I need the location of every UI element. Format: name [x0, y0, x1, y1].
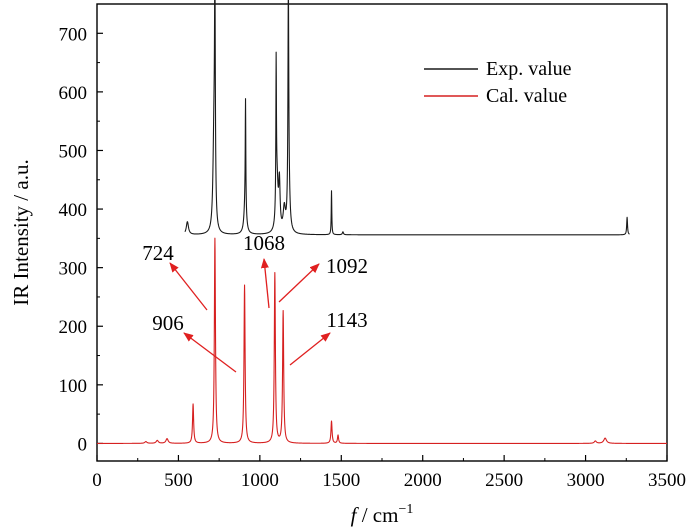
legend-label: Exp. value	[486, 58, 572, 80]
y-tick-label: 200	[59, 317, 88, 338]
annotation-arrow	[260, 258, 270, 309]
y-tick-label: 400	[59, 200, 88, 221]
x-tick-label: 2500	[485, 470, 523, 491]
legend: Exp. value Cal. value	[424, 58, 572, 107]
x-tick-label: 2000	[404, 470, 442, 491]
annotation-label: 906	[152, 311, 184, 335]
x-tick-label: 1000	[241, 470, 279, 491]
annotation-arrow	[169, 262, 208, 311]
x-axis-title-exponent: −1	[398, 502, 413, 517]
x-tick-label: 3000	[567, 470, 605, 491]
annotation-label: 1092	[326, 254, 368, 278]
legend-label: Cal. value	[486, 85, 567, 107]
annotation-label: 1068	[243, 231, 285, 255]
y-tick-label: 700	[59, 24, 88, 45]
y-tick-label: 300	[59, 259, 88, 280]
x-axis-title: f / cm−1	[351, 502, 414, 527]
plot-frame	[96, 3, 668, 462]
x-tick-label: 500	[164, 470, 193, 491]
y-tick-label: 0	[78, 434, 88, 455]
annotation-arrow	[289, 332, 331, 366]
y-tick-label: 100	[59, 376, 88, 397]
y-axis-title: IR Intensity / a.u.	[9, 159, 33, 305]
x-axis-title-unit: / cm	[356, 503, 398, 527]
annotation-label: 1143	[326, 308, 367, 332]
annotation-label: 724	[142, 241, 174, 265]
x-tick-label: 1500	[322, 470, 360, 491]
series-line-exp	[184, 0, 630, 236]
x-axis-title-symbol: f	[351, 503, 360, 527]
y-tick-label: 600	[59, 83, 88, 104]
y-tick-label: 500	[59, 141, 88, 162]
annotation-arrow	[183, 332, 237, 373]
x-tick-label: 0	[92, 470, 102, 491]
series-line-cal	[96, 237, 668, 444]
annotation-arrow	[278, 263, 320, 303]
x-tick-label: 3500	[648, 470, 686, 491]
